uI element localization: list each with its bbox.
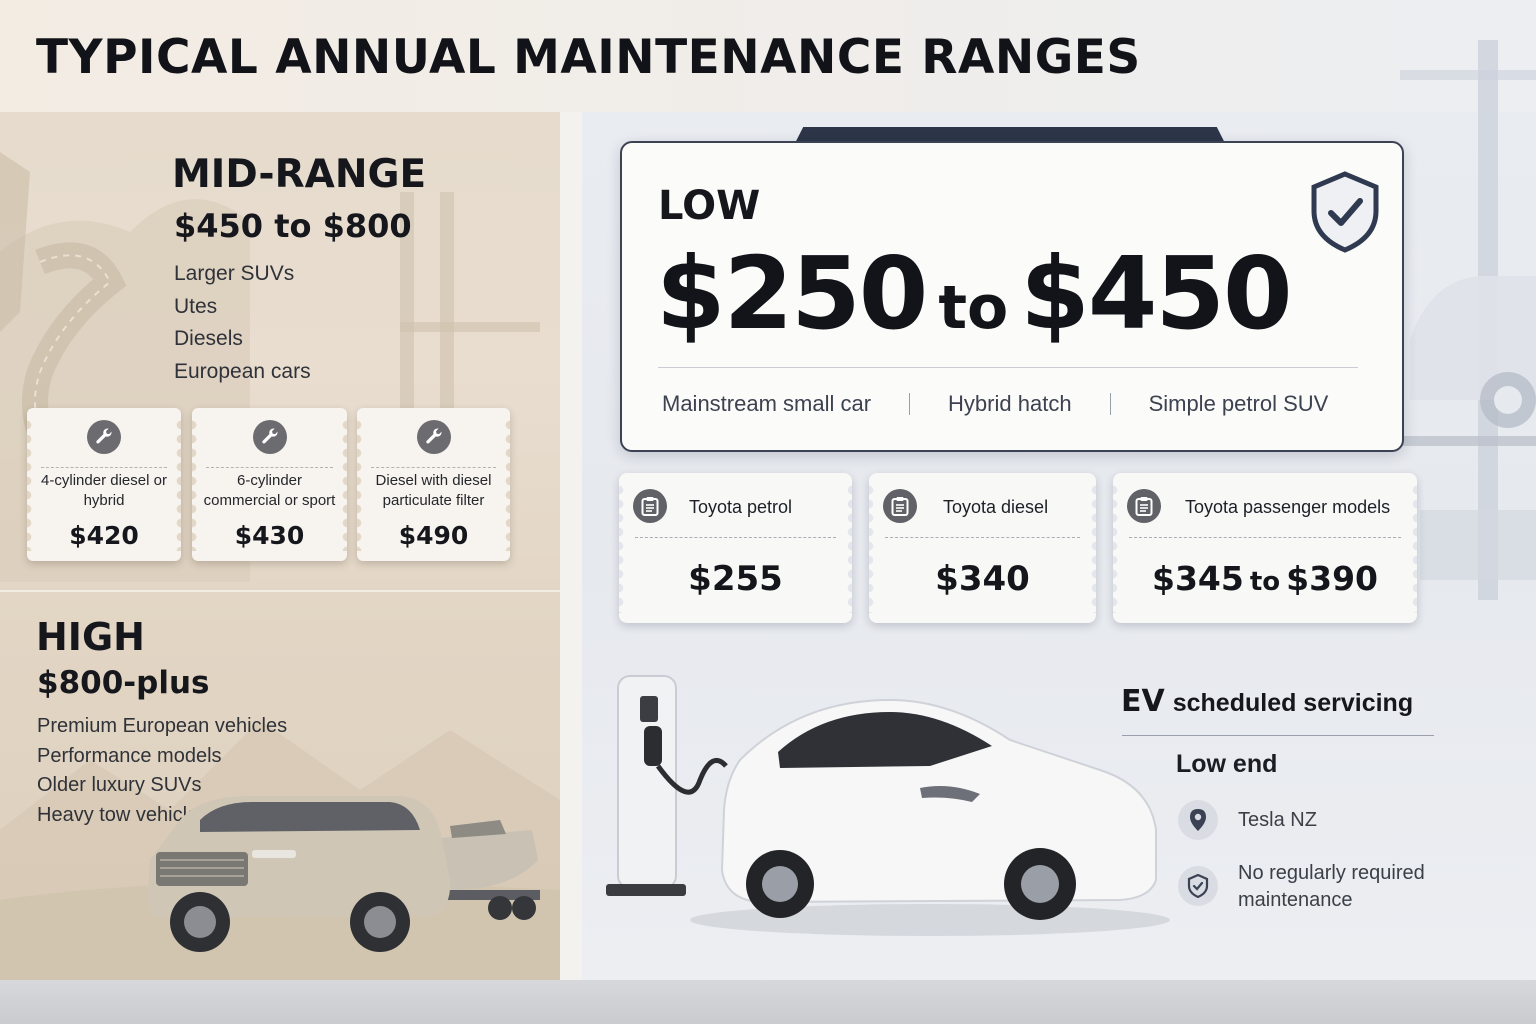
list-item: Larger SUVs (174, 262, 295, 285)
ev-subtitle: Low end (1176, 750, 1278, 778)
example-price: $420 (69, 521, 139, 550)
high-range-label: HIGH (36, 615, 145, 659)
clipboard-icon (633, 489, 667, 523)
example-label: Toyota diesel (943, 497, 1049, 517)
price-to-word: to (1249, 567, 1281, 597)
wrench-icon (416, 420, 451, 454)
example-label: Toyota passenger models (1185, 497, 1391, 517)
high-range-price: $800-plus (37, 665, 210, 701)
shield-check-icon (1178, 866, 1218, 906)
example-price: $490 (398, 521, 469, 550)
example-price: $345 to $390 (1113, 559, 1417, 598)
clipboard-icon (883, 489, 917, 523)
ev-title-bold: EV (1121, 684, 1165, 719)
example-price: $430 (234, 521, 305, 550)
example-price: $255 (688, 559, 783, 599)
wrench-icon (87, 420, 121, 454)
list-item: European cars (174, 359, 311, 383)
card-divider (635, 537, 836, 538)
example-label: 4-cylinder diesel or hybrid (41, 472, 167, 509)
price-to: $390 (1286, 559, 1378, 598)
floor-strip (0, 980, 1536, 1024)
shield-check-icon (1311, 171, 1379, 253)
header-background (0, 0, 1536, 112)
mid-range-price: $450 to $800 (174, 207, 412, 245)
suv-towing-boat-illustration (147, 796, 540, 952)
ev-item-text: No regularly required maintenance (1238, 862, 1425, 911)
separator (1109, 393, 1111, 415)
card-divider (371, 467, 496, 468)
vehicle-type: Simple petrol SUV (1148, 391, 1329, 416)
mid-range-example-card: Diesel with diesel particulate filter $4… (357, 408, 510, 561)
wrench-icon (252, 420, 287, 454)
mid-range-example-card: 6-cylinder commercial or sport $430 (192, 408, 347, 561)
high-range-vehicle-list: Premium European vehicles Performance mo… (37, 712, 287, 831)
card-divider (206, 467, 333, 468)
list-item: Diesels (174, 327, 243, 350)
example-price: $340 (935, 559, 1030, 599)
example-label: Toyota petrol (689, 497, 793, 517)
ev-divider (1122, 735, 1434, 736)
clipboard-icon (1127, 489, 1161, 523)
vehicle-type: Mainstream small car (662, 391, 872, 416)
mid-range-example-card: 4-cylinder diesel or hybrid $420 (27, 408, 181, 561)
low-range-from: $250 (656, 235, 928, 352)
separator (909, 393, 911, 415)
list-item: Older luxury SUVs (37, 774, 202, 797)
panel-gap (560, 112, 582, 980)
left-panel-divider (0, 590, 560, 592)
page-title: TYPICAL ANNUAL MAINTENANCE RANGES (36, 30, 1141, 85)
vehicle-type: Hybrid hatch (948, 391, 1072, 416)
low-range-to: $450 (1020, 235, 1292, 352)
example-label: Diesel with diesel particulate filter (375, 472, 492, 509)
list-item: Performance models (37, 744, 222, 767)
low-range-vehicle-types: Mainstream small car Hybrid hatch Simple… (662, 391, 1328, 417)
low-range-label: LOW (658, 183, 761, 229)
card-divider (1129, 537, 1401, 538)
list-item: Utes (174, 294, 218, 318)
ev-title-rest: scheduled servicing (1172, 689, 1414, 717)
low-range-example-card: Toyota passenger models $345 to $390 (1113, 473, 1417, 623)
list-item: Heavy tow vehicles (37, 804, 209, 827)
example-label: 6-cylinder commercial or sport (203, 472, 336, 509)
price-from: $345 (1151, 559, 1244, 598)
low-range-to-word: to (938, 273, 1009, 343)
ev-charging-illustration (606, 675, 1170, 936)
card-divider (41, 467, 167, 468)
list-item: Premium European vehicles (37, 715, 288, 737)
location-pin-icon (1178, 800, 1218, 840)
ev-item-text: Tesla NZ (1238, 809, 1317, 831)
low-range-example-card: Toyota petrol $255 (619, 473, 852, 623)
card-divider (885, 537, 1080, 538)
mid-range-vehicle-list: Larger SUVs Utes Diesels European cars (174, 258, 311, 388)
workshop-lift-scenery (1400, 40, 1536, 600)
low-range-example-card: Toyota diesel $340 (869, 473, 1096, 623)
low-range-card: LOW $250 to $450 Mainstream small car Hybr… (620, 141, 1404, 452)
mid-range-label: MID-RANGE (172, 152, 427, 197)
ev-section-title: EV scheduled servicing (1121, 684, 1413, 719)
card-divider (658, 367, 1358, 368)
low-range-price: $250 to $450 (656, 235, 1293, 352)
